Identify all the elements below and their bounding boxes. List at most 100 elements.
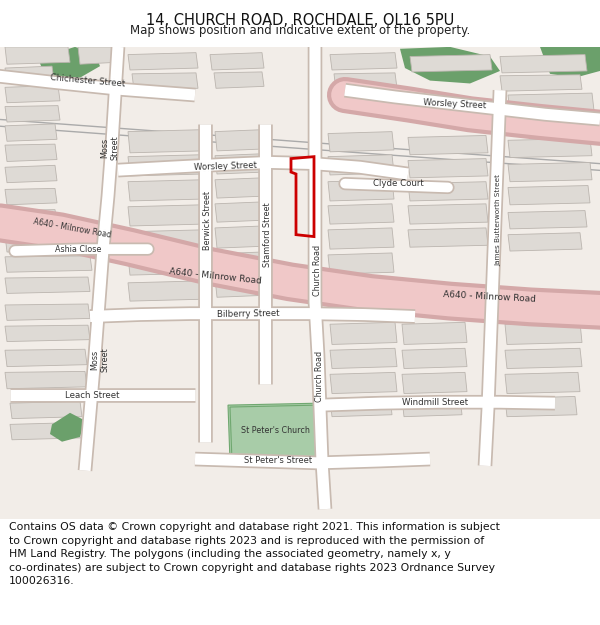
Polygon shape [215, 154, 264, 174]
Polygon shape [128, 180, 204, 201]
Polygon shape [508, 211, 587, 229]
Polygon shape [128, 155, 204, 176]
Polygon shape [5, 277, 90, 293]
Polygon shape [5, 371, 87, 389]
Polygon shape [408, 159, 488, 178]
Polygon shape [5, 124, 57, 141]
Polygon shape [128, 281, 204, 301]
Polygon shape [508, 232, 582, 251]
Polygon shape [78, 47, 117, 64]
Polygon shape [128, 130, 204, 152]
Text: A640 - Milnrow Road: A640 - Milnrow Road [32, 217, 112, 239]
Polygon shape [508, 115, 594, 134]
Polygon shape [132, 73, 198, 90]
Polygon shape [50, 413, 85, 442]
Polygon shape [508, 93, 594, 112]
Polygon shape [408, 228, 488, 247]
Text: Chichester Street: Chichester Street [50, 73, 126, 88]
Polygon shape [215, 276, 264, 298]
Text: Moss
Street: Moss Street [90, 348, 110, 372]
Polygon shape [402, 396, 462, 417]
Text: Moss
Street: Moss Street [100, 136, 120, 160]
Polygon shape [128, 230, 204, 249]
Polygon shape [334, 73, 397, 90]
Polygon shape [5, 86, 60, 102]
Polygon shape [330, 348, 397, 369]
Polygon shape [5, 106, 60, 122]
Polygon shape [508, 138, 592, 158]
Polygon shape [214, 72, 264, 88]
Polygon shape [402, 372, 467, 394]
Polygon shape [38, 47, 100, 78]
Polygon shape [400, 47, 500, 84]
Text: Clyde Court: Clyde Court [373, 179, 424, 188]
Polygon shape [330, 322, 397, 344]
Polygon shape [10, 401, 82, 419]
Polygon shape [508, 186, 590, 205]
Polygon shape [328, 253, 394, 274]
Text: 14, CHURCH ROAD, ROCHDALE, OL16 5PU: 14, CHURCH ROAD, ROCHDALE, OL16 5PU [146, 13, 454, 28]
Polygon shape [328, 204, 394, 224]
Polygon shape [330, 52, 397, 70]
Text: St Peter's Church: St Peter's Church [241, 426, 310, 434]
Text: Leach Street: Leach Street [65, 391, 119, 400]
Polygon shape [5, 325, 90, 341]
Polygon shape [230, 405, 320, 461]
Polygon shape [408, 204, 488, 224]
Text: James Butterworth Street: James Butterworth Street [495, 174, 501, 266]
Polygon shape [328, 132, 394, 152]
Polygon shape [5, 188, 57, 205]
Polygon shape [330, 372, 397, 394]
Polygon shape [328, 180, 394, 201]
Text: Contains OS data © Crown copyright and database right 2021. This information is : Contains OS data © Crown copyright and d… [9, 522, 500, 586]
Text: Church Road: Church Road [314, 245, 323, 296]
Polygon shape [410, 54, 492, 72]
Text: Windmill Street: Windmill Street [402, 398, 468, 407]
Polygon shape [5, 234, 92, 252]
Polygon shape [505, 322, 582, 344]
Polygon shape [210, 52, 264, 70]
Polygon shape [5, 209, 57, 226]
Polygon shape [328, 155, 394, 175]
Text: Map shows position and indicative extent of the property.: Map shows position and indicative extent… [130, 24, 470, 36]
Polygon shape [505, 396, 577, 417]
Polygon shape [215, 130, 264, 151]
Polygon shape [10, 422, 82, 440]
Polygon shape [5, 166, 57, 182]
Polygon shape [128, 205, 204, 226]
Polygon shape [505, 348, 582, 369]
Text: Stamford Street: Stamford Street [263, 202, 272, 267]
Polygon shape [5, 304, 90, 321]
Polygon shape [215, 226, 264, 248]
Polygon shape [5, 144, 57, 161]
Polygon shape [508, 162, 592, 182]
Polygon shape [228, 403, 320, 461]
Polygon shape [328, 228, 394, 249]
Polygon shape [215, 252, 264, 272]
Polygon shape [408, 182, 488, 201]
Polygon shape [402, 322, 467, 344]
Polygon shape [500, 75, 582, 91]
Polygon shape [500, 54, 587, 73]
Text: Worsley Street: Worsley Street [193, 161, 257, 172]
Text: Berwick Street: Berwick Street [203, 191, 212, 250]
Text: A640 - Milnrow Road: A640 - Milnrow Road [169, 267, 262, 286]
Polygon shape [5, 256, 92, 272]
Polygon shape [5, 66, 54, 82]
Polygon shape [408, 136, 488, 155]
Polygon shape [5, 47, 70, 64]
Polygon shape [128, 255, 204, 275]
Polygon shape [5, 349, 87, 367]
Polygon shape [215, 178, 264, 198]
Polygon shape [328, 278, 394, 299]
Polygon shape [540, 47, 600, 78]
Text: A640 - Milnrow Road: A640 - Milnrow Road [443, 291, 536, 304]
Polygon shape [402, 348, 467, 369]
Text: Bilberry Street: Bilberry Street [217, 309, 280, 319]
Text: Church Road: Church Road [316, 351, 325, 402]
Polygon shape [128, 52, 198, 70]
Text: Ashia Close: Ashia Close [55, 244, 101, 254]
Polygon shape [330, 396, 392, 417]
Text: Worsley Street: Worsley Street [423, 99, 487, 111]
Text: St Peter's Street: St Peter's Street [244, 456, 312, 466]
